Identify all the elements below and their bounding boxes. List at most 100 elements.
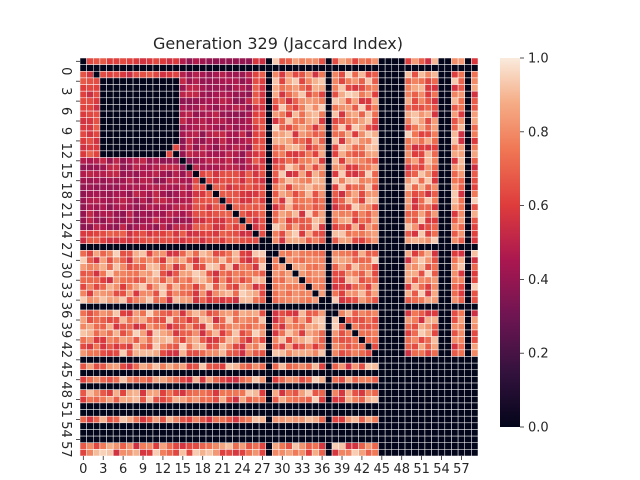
heatmap-cell bbox=[464, 415, 472, 424]
heatmap-cell bbox=[172, 190, 180, 198]
heatmap-cell bbox=[179, 289, 187, 298]
heatmap-cell bbox=[444, 309, 452, 317]
heatmap-cell bbox=[292, 349, 300, 357]
x-tick-label: 30 bbox=[274, 462, 291, 477]
heatmap-cell bbox=[225, 263, 233, 271]
heatmap-cell bbox=[431, 409, 439, 417]
heatmap-cell bbox=[451, 283, 459, 291]
heatmap-cell bbox=[252, 203, 260, 211]
heatmap-cell bbox=[411, 369, 419, 377]
heatmap-cell bbox=[172, 376, 180, 384]
heatmap-cell bbox=[437, 64, 446, 72]
heatmap-cell bbox=[411, 449, 419, 457]
heatmap-cell bbox=[364, 130, 373, 138]
heatmap-cell bbox=[364, 143, 373, 152]
heatmap-cell bbox=[351, 110, 359, 118]
heatmap-cell bbox=[225, 203, 233, 211]
heatmap-cell bbox=[106, 77, 114, 85]
heatmap-cell bbox=[464, 216, 472, 225]
heatmap-cell bbox=[404, 309, 412, 317]
heatmap-cell bbox=[86, 110, 94, 118]
heatmap-cell bbox=[212, 163, 220, 172]
heatmap-cell bbox=[185, 250, 194, 258]
heatmap-cell bbox=[391, 342, 399, 351]
heatmap-cell bbox=[318, 422, 326, 430]
heatmap-cell bbox=[232, 190, 240, 198]
heatmap-cell bbox=[272, 289, 280, 298]
heatmap-cell bbox=[212, 263, 220, 271]
heatmap-cell bbox=[258, 170, 266, 178]
heatmap-cell bbox=[185, 77, 194, 85]
heatmap-cell bbox=[258, 376, 266, 384]
heatmap-cell bbox=[364, 429, 373, 437]
heatmap-cell bbox=[278, 57, 286, 65]
heatmap-cell bbox=[451, 117, 459, 125]
heatmap-cell bbox=[146, 283, 154, 291]
heatmap-cell bbox=[126, 356, 134, 364]
heatmap-cell bbox=[93, 97, 101, 105]
heatmap-cell bbox=[272, 283, 280, 291]
heatmap-cell bbox=[364, 150, 373, 158]
colorbar-axis: 0.00.20.40.60.81.0 bbox=[520, 52, 549, 436]
heatmap-cell bbox=[258, 256, 266, 264]
x-tick-label: 12 bbox=[155, 462, 172, 477]
heatmap-cell bbox=[384, 223, 393, 231]
heatmap-cell bbox=[371, 210, 379, 218]
heatmap-cell bbox=[278, 77, 286, 85]
heatmap-cell bbox=[331, 230, 339, 238]
heatmap-cell bbox=[112, 110, 121, 118]
heatmap-cell bbox=[285, 342, 293, 351]
heatmap-cell bbox=[172, 90, 180, 99]
heatmap-cell bbox=[152, 276, 160, 284]
heatmap-cell bbox=[86, 402, 94, 410]
heatmap-cell bbox=[79, 389, 87, 397]
heatmap-cell bbox=[351, 170, 359, 178]
heatmap-cell bbox=[358, 177, 366, 185]
heatmap-cell bbox=[79, 276, 87, 284]
heatmap-cell bbox=[292, 356, 300, 364]
heatmap-cell bbox=[119, 376, 127, 384]
heatmap-cell bbox=[384, 362, 393, 371]
heatmap-cell bbox=[471, 250, 479, 258]
heatmap-cell bbox=[424, 137, 432, 145]
heatmap-cell bbox=[219, 449, 227, 457]
heatmap-cell bbox=[345, 329, 353, 337]
heatmap-cell bbox=[331, 289, 339, 298]
heatmap-cell bbox=[172, 283, 180, 291]
heatmap-cell bbox=[351, 57, 359, 65]
heatmap-cell bbox=[457, 97, 465, 105]
heatmap-cell bbox=[431, 356, 439, 364]
heatmap-cell bbox=[305, 336, 313, 344]
heatmap-cell bbox=[212, 223, 220, 231]
heatmap-cell bbox=[305, 402, 313, 410]
heatmap-cell bbox=[219, 203, 227, 211]
heatmap-cell bbox=[219, 382, 227, 390]
heatmap-cell bbox=[444, 323, 452, 331]
heatmap-cell bbox=[345, 422, 353, 430]
heatmap-cell bbox=[232, 336, 240, 344]
heatmap-cell bbox=[93, 157, 101, 165]
heatmap-cell bbox=[93, 190, 101, 198]
heatmap-cell bbox=[252, 389, 260, 397]
heatmap-cell bbox=[106, 409, 114, 417]
heatmap-cell bbox=[106, 429, 114, 437]
heatmap-cell bbox=[185, 256, 194, 264]
heatmap-cell bbox=[338, 449, 346, 457]
heatmap-cell bbox=[146, 256, 154, 264]
heatmap-cell bbox=[258, 124, 266, 132]
heatmap-cell bbox=[364, 97, 373, 105]
heatmap-cell bbox=[318, 124, 326, 132]
heatmap-cell bbox=[165, 389, 174, 397]
heatmap-cell bbox=[219, 402, 227, 410]
heatmap-cell bbox=[471, 157, 479, 165]
heatmap-cell bbox=[351, 342, 359, 351]
heatmap-cell bbox=[351, 250, 359, 258]
heatmap-cell bbox=[245, 71, 253, 79]
heatmap-cell bbox=[358, 276, 366, 284]
heatmap-cell bbox=[86, 435, 94, 443]
heatmap-cell bbox=[93, 376, 101, 384]
heatmap-cell bbox=[404, 336, 412, 344]
heatmap-cell bbox=[351, 71, 359, 79]
y-tick-label: 30 bbox=[58, 262, 73, 279]
heatmap-cell bbox=[318, 90, 326, 99]
